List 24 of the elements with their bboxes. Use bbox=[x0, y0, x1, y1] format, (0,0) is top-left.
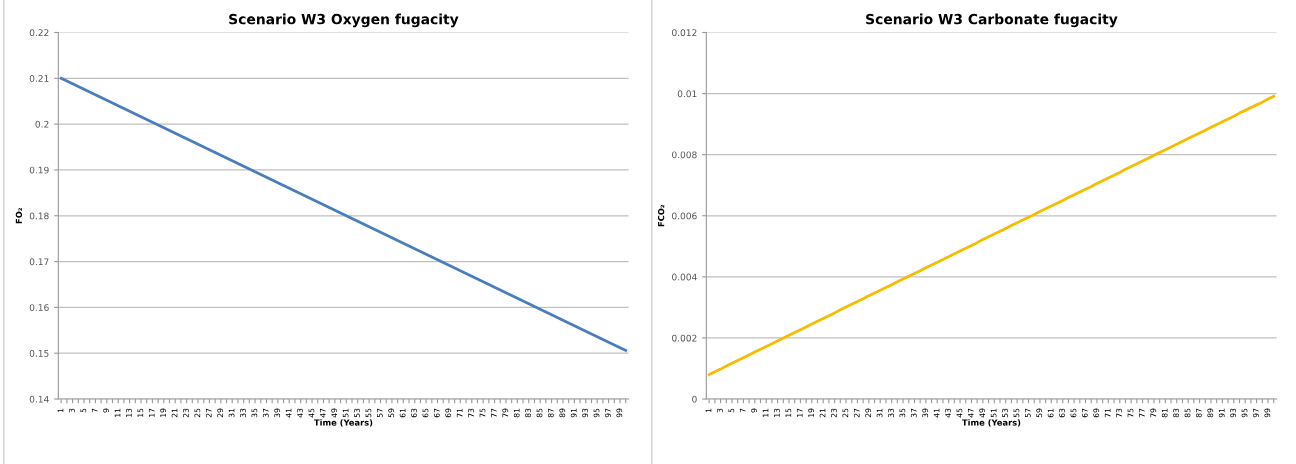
y-tick-label: 0.2 bbox=[35, 120, 49, 128]
y-tick-label: 0.22 bbox=[29, 29, 49, 37]
x-axis-title: Time (Years) bbox=[313, 419, 373, 427]
y-tick-label: 0.14 bbox=[29, 395, 49, 403]
y-tick-label: 0.002 bbox=[672, 334, 697, 342]
y-tick-label: 0.19 bbox=[29, 166, 49, 174]
y-tick-label: 0.006 bbox=[672, 212, 697, 220]
y-tick-label: 0.008 bbox=[672, 151, 697, 159]
x-axis-title: Time (Years) bbox=[961, 419, 1021, 427]
chart-title: Scenario W3 Carbonate fugacity bbox=[866, 13, 1118, 28]
y-tick-label: 0.18 bbox=[29, 212, 49, 220]
y-tick-label: 0.15 bbox=[29, 349, 49, 357]
y-tick-label: 0.004 bbox=[672, 273, 697, 281]
y-axis-title: FCO₂ bbox=[657, 204, 665, 227]
y-tick-label: 0.16 bbox=[29, 304, 49, 311]
line-series bbox=[707, 94, 1276, 376]
y-tick-label: 0.01 bbox=[677, 90, 697, 98]
chart-title: Scenario W3 Oxygen fugacity bbox=[229, 13, 459, 28]
y-tick-label: 0 bbox=[692, 395, 697, 403]
y-tick-label: 0.012 bbox=[672, 29, 697, 37]
y-tick-label: 0.17 bbox=[29, 258, 49, 266]
y-tick-label: 0.21 bbox=[29, 75, 49, 82]
line-series bbox=[59, 76, 628, 352]
y-axis-title: FO₂ bbox=[15, 208, 23, 224]
